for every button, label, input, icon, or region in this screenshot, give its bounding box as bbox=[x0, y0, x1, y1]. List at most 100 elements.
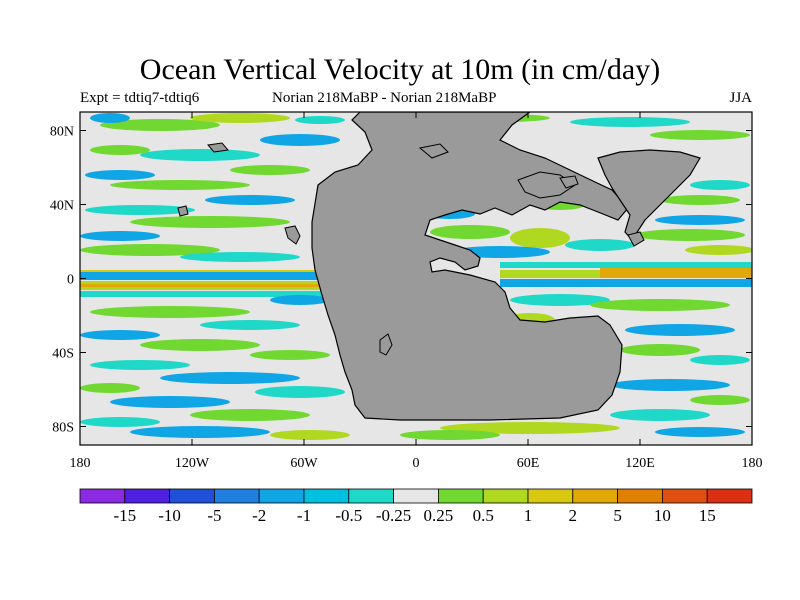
contour-blob bbox=[100, 119, 220, 131]
colorbar-label: -0.25 bbox=[376, 506, 411, 525]
colorbar-swatch bbox=[572, 488, 618, 504]
contour-blob bbox=[270, 295, 330, 305]
band-blue bbox=[80, 272, 330, 280]
lon-tick-label: 180 bbox=[70, 456, 91, 471]
contour-blob bbox=[295, 116, 345, 124]
contour-blob bbox=[180, 252, 300, 262]
lat-tick-label: 40S bbox=[52, 347, 74, 362]
colorbar-swatch bbox=[348, 488, 394, 504]
colorbar-label: -15 bbox=[113, 506, 136, 525]
contour-blob bbox=[685, 245, 752, 255]
northern-landmass bbox=[597, 149, 701, 241]
contour-blob bbox=[160, 372, 300, 384]
island bbox=[379, 333, 393, 356]
experiment-label: Expt = tdtiq7-tdtiq6 bbox=[80, 90, 200, 106]
colorbar-label: -10 bbox=[158, 506, 181, 525]
island bbox=[418, 143, 449, 159]
colorbar-label: 10 bbox=[654, 506, 671, 525]
island bbox=[177, 205, 189, 217]
lon-tick-label: 60E bbox=[517, 456, 540, 471]
contour-blob bbox=[80, 231, 160, 241]
period-label: Norian 218MaBP - Norian 218MaBP bbox=[272, 90, 497, 106]
contour-blob bbox=[655, 427, 745, 437]
island bbox=[627, 231, 645, 247]
colorbar-swatch bbox=[482, 488, 529, 504]
lon-tick-label: 60W bbox=[290, 456, 318, 471]
colorbar-swatch bbox=[258, 488, 305, 504]
contour-blob bbox=[270, 430, 350, 440]
contour-blob bbox=[440, 422, 620, 434]
contour-blob bbox=[650, 130, 750, 140]
contour-blob bbox=[80, 383, 140, 393]
contour-blob bbox=[110, 180, 250, 190]
contour-blob bbox=[690, 180, 750, 190]
band-blue bbox=[500, 279, 752, 287]
contour-blob bbox=[80, 330, 160, 340]
contour-blob bbox=[80, 417, 160, 427]
colorbar-swatch bbox=[124, 488, 171, 504]
contour-blob bbox=[85, 205, 195, 215]
contour-blob bbox=[205, 195, 295, 205]
contour-blob bbox=[590, 299, 730, 311]
map-area bbox=[80, 112, 752, 445]
contour-blob bbox=[400, 430, 500, 440]
contour-blob bbox=[690, 355, 750, 365]
contour-blob bbox=[90, 360, 190, 370]
contour-blob bbox=[660, 195, 740, 205]
contour-blob bbox=[690, 395, 750, 405]
colorbar-label: -2 bbox=[252, 506, 266, 525]
band-yellow bbox=[80, 270, 330, 272]
lon-tick-label: 120E bbox=[625, 456, 655, 471]
contour-blob bbox=[610, 409, 710, 421]
contour-blob bbox=[90, 113, 130, 123]
colorbar-swatch bbox=[213, 488, 260, 504]
contour-blob bbox=[620, 344, 700, 356]
lat-tick-label: 80S bbox=[52, 421, 74, 436]
longitude-axis: 180 120W 60W 0 60E 120E 180 bbox=[70, 112, 763, 471]
contour-blob bbox=[90, 145, 150, 155]
colorbar-label: 2 bbox=[569, 506, 578, 525]
lat-tick-label: 80N bbox=[50, 125, 74, 140]
colorbar-swatch bbox=[437, 488, 484, 504]
contour-blob bbox=[230, 165, 310, 175]
island bbox=[207, 142, 229, 153]
colorbar-swatch bbox=[527, 488, 574, 504]
contour-blob bbox=[90, 306, 250, 318]
land-masses bbox=[177, 112, 701, 421]
island bbox=[559, 175, 579, 189]
contour-blob bbox=[110, 396, 230, 408]
contour-blob bbox=[85, 170, 155, 180]
colorbar-label: 0.5 bbox=[473, 506, 494, 525]
colorbar-label: -1 bbox=[297, 506, 311, 525]
lon-tick-label: 120W bbox=[175, 456, 210, 471]
contour-blob bbox=[200, 320, 300, 330]
contour-blob bbox=[190, 113, 290, 123]
contour-blob bbox=[80, 244, 220, 256]
contour-blob bbox=[635, 229, 745, 241]
contour-blob bbox=[140, 149, 260, 161]
contour-blob bbox=[610, 379, 730, 391]
lon-tick-label: 180 bbox=[742, 456, 763, 471]
colorbar-swatch bbox=[169, 488, 215, 504]
latitude-axis: 80N 40N 0 40S 80S bbox=[50, 125, 752, 436]
colorbar-swatch bbox=[617, 488, 663, 504]
contour-blob bbox=[250, 350, 330, 360]
contour-blob bbox=[260, 134, 340, 146]
colorbar-label: 15 bbox=[699, 506, 716, 525]
colorbar-swatch bbox=[79, 488, 126, 504]
contour-blob bbox=[565, 239, 635, 251]
season-label: JJA bbox=[729, 90, 752, 106]
colorbar-label: -0.5 bbox=[335, 506, 362, 525]
contour-blob bbox=[570, 117, 690, 127]
colorbar-swatch bbox=[303, 488, 350, 504]
contour-blob bbox=[130, 426, 270, 438]
contour-blob bbox=[510, 228, 570, 248]
colorbar-label: 0.25 bbox=[424, 506, 454, 525]
band-teal bbox=[80, 291, 330, 297]
contour-blob bbox=[255, 386, 345, 398]
contour-blob bbox=[130, 216, 290, 228]
contour-blob bbox=[510, 294, 610, 306]
colorbar-swatch bbox=[662, 488, 708, 504]
colorbar-swatch bbox=[706, 488, 753, 504]
